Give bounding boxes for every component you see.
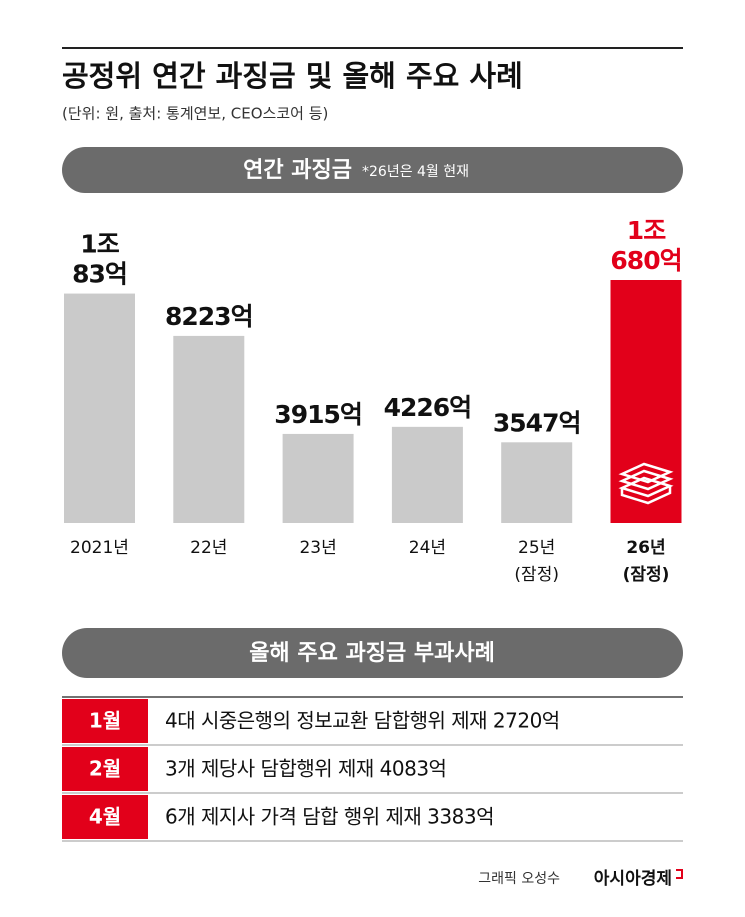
banner-title: 연간 과징금 [243, 158, 352, 183]
x-tick-label: 23년 [299, 538, 336, 558]
credit: 그래픽 오성수 [478, 871, 560, 887]
value-label: 1조 83억 [72, 230, 127, 289]
month: 2월 [89, 757, 121, 781]
chart-title: 공정위 연간 과징금 및 올해 주요 사례 [62, 59, 523, 93]
case-text: 6개 제지사 가격 담합 행위 제재 3383억 [165, 805, 494, 829]
bar [173, 335, 245, 523]
banner-note: *26년은 4월 현재 [362, 164, 469, 180]
x-tick-label: 2021년 [70, 538, 129, 558]
bar [64, 293, 135, 523]
banner [62, 147, 683, 193]
money-icon [618, 462, 674, 505]
chart-subtitle: (단위: 원, 출처: 통계연보, CEO스코어 등) [62, 105, 328, 123]
case-table: 1월 4대 시중은행의 정보교환 담합행위 제재 2720억 2월 3개 제당사 담합… [62, 699, 683, 842]
bar [501, 442, 573, 523]
value-label: 1조 680억 [610, 216, 681, 275]
value-label: 8223억 [165, 302, 253, 331]
month-cell [62, 747, 148, 791]
month-cell [62, 795, 148, 839]
month: 1월 [89, 709, 121, 733]
banner [62, 628, 683, 678]
month: 4월 [89, 805, 121, 829]
value-label: 4226억 [384, 393, 472, 422]
value-label: 3547억 [493, 408, 581, 437]
case-text: 4대 시중은행의 정보교환 담합행위 제재 2720억 [165, 709, 560, 733]
banner-title: 올해 주요 과징금 부과사례 [249, 641, 495, 666]
month-cell [62, 699, 148, 743]
case-text: 3개 제당사 담합행위 제재 4083억 [165, 757, 446, 781]
x-tick-label: 26년 (잠정) [623, 538, 670, 585]
x-tick-label: 24년 [409, 538, 446, 558]
bar [282, 433, 354, 523]
brand: 아시아경제 [594, 869, 672, 889]
value-label: 3915억 [274, 400, 362, 429]
bar [391, 426, 463, 523]
brand-mark [676, 869, 683, 879]
x-tick-label: 22년 [190, 538, 227, 558]
x-tick-label: 25년 (잠정) [514, 538, 559, 585]
